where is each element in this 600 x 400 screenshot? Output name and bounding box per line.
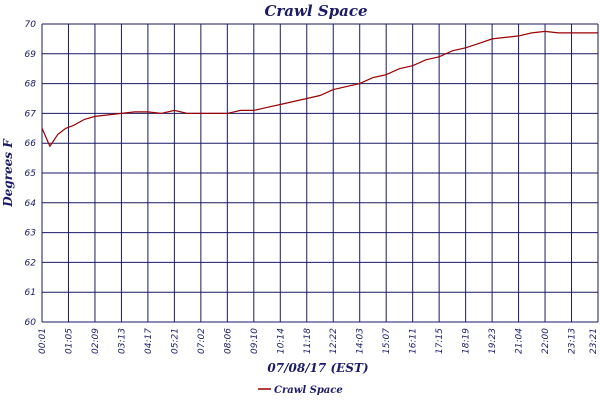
x-tick-label: 03:13 — [117, 328, 127, 354]
x-tick-label: 02:09 — [91, 328, 101, 354]
y-tick-label: 62 — [25, 258, 37, 268]
y-tick-label: 65 — [25, 169, 37, 179]
y-tick-label: 60 — [25, 318, 37, 328]
x-tick-labels: 00:01 01:05 02:09 03:13 04:17 05:21 07:02 08:06… — [38, 328, 599, 354]
y-tick-label: 63 — [25, 229, 37, 239]
series-layer — [41, 30, 598, 148]
x-tick-label: 17:15 — [435, 328, 445, 354]
legend-label: Crawl Space — [274, 385, 343, 396]
x-tick-label: 08:06 — [223, 328, 233, 354]
x-axis-label: 07/08/17 (EST) — [267, 361, 368, 375]
x-tick-label: 05:21 — [170, 328, 180, 354]
grid — [41, 23, 599, 323]
x-tick-label: 14:03 — [356, 328, 366, 354]
x-tick-label: 15:07 — [382, 328, 392, 354]
x-tick-label: 11:18 — [303, 328, 313, 354]
x-tick-label: 01:05 — [64, 328, 74, 354]
x-tick-label: 21:04 — [515, 328, 525, 354]
x-tick-label: 23:21 — [589, 328, 599, 354]
x-tick-label: 12:22 — [329, 328, 339, 354]
y-tick-label: 66 — [25, 139, 37, 149]
x-tick-label: 22:00 — [541, 328, 551, 354]
y-tick-label: 69 — [25, 50, 37, 60]
x-tick-label: 18:19 — [462, 328, 472, 354]
x-tick-label: 19:23 — [488, 328, 498, 354]
x-tick-label: 09:10 — [250, 328, 260, 354]
y-tick-label: 70 — [25, 20, 37, 30]
x-tick-label: 23:13 — [568, 328, 578, 354]
x-tick-label: 07:02 — [197, 328, 207, 354]
y-tick-label: 68 — [25, 80, 37, 90]
y-tick-labels: 60 61 62 63 64 65 66 67 68 69 70 — [25, 20, 37, 328]
y-tick-label: 64 — [25, 199, 37, 209]
x-tick-label: 00:01 — [38, 328, 48, 354]
series-line-crawl-space — [41, 30, 598, 148]
y-tick-label: 61 — [25, 288, 36, 298]
x-tick-label: 04:17 — [144, 328, 154, 354]
x-tick-label: 10:14 — [276, 328, 286, 354]
y-axis-label: Degrees F — [1, 138, 15, 208]
legend: Crawl Space — [258, 385, 343, 396]
y-tick-label: 67 — [25, 109, 37, 119]
chart-title: Crawl Space — [264, 2, 367, 20]
x-tick-label: 16:11 — [409, 328, 419, 354]
